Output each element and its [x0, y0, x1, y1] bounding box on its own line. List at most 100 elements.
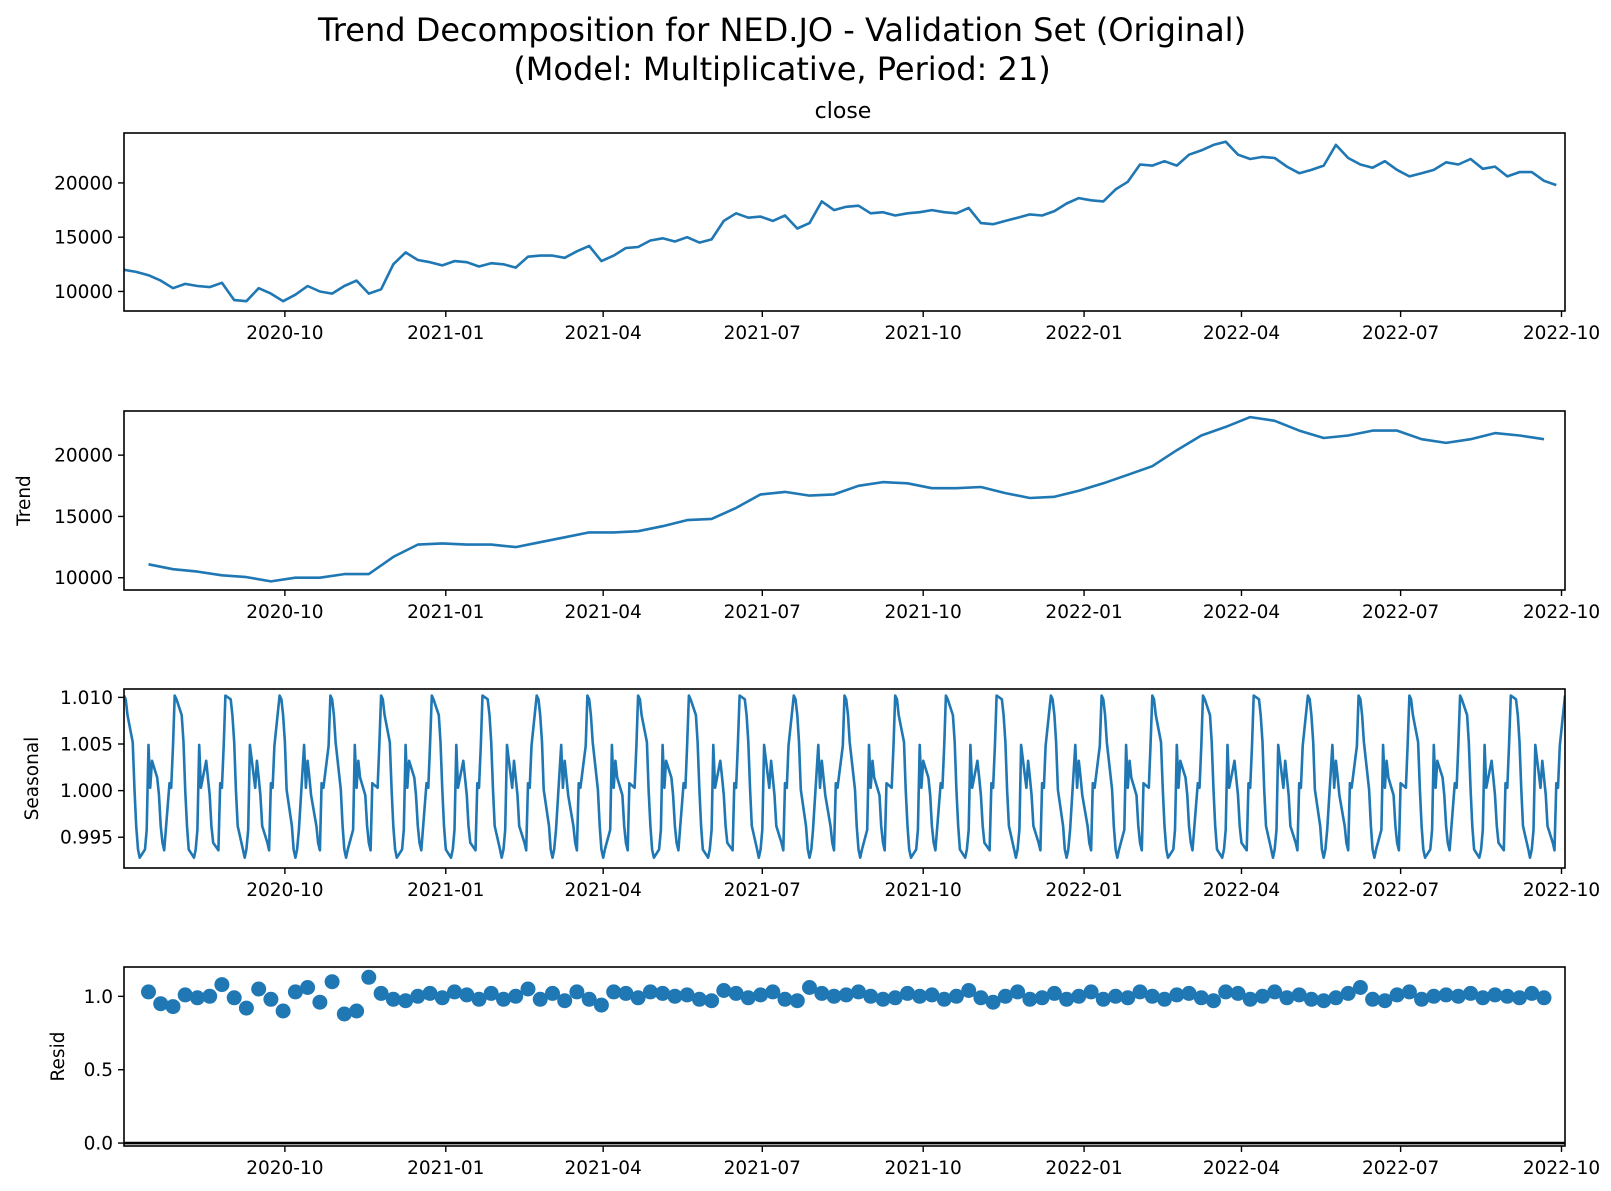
- x-tick-label: 2021-01: [407, 602, 484, 623]
- resid-point: [471, 991, 487, 1007]
- trend-ylabel: Trend: [14, 475, 35, 527]
- resid-point: [1144, 988, 1160, 1004]
- resid-point: [924, 987, 940, 1003]
- x-tick-label: 2021-10: [885, 1158, 962, 1179]
- resid-point: [459, 987, 475, 1003]
- resid-point: [789, 993, 805, 1009]
- x-tick-label: 2022-07: [1362, 1158, 1439, 1179]
- y-tick-label: 10000: [54, 282, 113, 303]
- resid-point: [483, 985, 499, 1001]
- trend-axes-frame: [123, 410, 1566, 591]
- resid-point: [753, 987, 769, 1003]
- resid-point: [961, 983, 977, 998]
- x-tick-label: 2021-04: [565, 602, 642, 623]
- resid-point: [324, 974, 340, 990]
- resid-point: [912, 988, 928, 1004]
- resid-point: [887, 990, 903, 1006]
- resid-point: [1438, 987, 1454, 1003]
- resid-point: [1499, 988, 1515, 1004]
- resid-point: [557, 993, 573, 1009]
- x-tick-label: 2022-01: [1045, 602, 1122, 623]
- x-tick-label: 2020-10: [246, 602, 323, 623]
- resid-point: [275, 1003, 291, 1019]
- x-tick-label: 2021-10: [885, 602, 962, 623]
- x-tick-label: 2021-01: [407, 323, 484, 344]
- resid-point: [838, 987, 854, 1003]
- x-tick-label: 2021-10: [885, 323, 962, 344]
- resid-point: [642, 984, 658, 1000]
- resid-point: [1463, 985, 1479, 1001]
- x-tick-label: 2022-04: [1203, 1158, 1280, 1179]
- seasonal-data-layer: [124, 694, 1565, 860]
- resid-point: [238, 1000, 254, 1016]
- y-tick-label: 20000: [54, 446, 113, 467]
- x-tick-label: 2021-07: [724, 880, 801, 901]
- resid-point: [1193, 990, 1209, 1006]
- close-data-layer: [124, 140, 1557, 303]
- resid-point: [251, 981, 267, 997]
- x-tick-label: 2020-10: [246, 323, 323, 344]
- resid-point: [716, 983, 732, 998]
- x-tick-label: 2022-07: [1362, 323, 1439, 344]
- figure-title-line1: Trend Decomposition for NED.JO - Validat…: [317, 11, 1246, 49]
- x-tick-label: 2022-10: [1523, 880, 1600, 901]
- resid-data-layer: [124, 969, 1565, 1145]
- x-tick-label: 2022-01: [1045, 880, 1122, 901]
- resid-point: [581, 991, 597, 1007]
- resid-point: [1389, 987, 1405, 1003]
- resid-point: [1267, 984, 1283, 1000]
- x-tick-label: 2021-01: [407, 880, 484, 901]
- y-tick-label: 1.0: [84, 987, 113, 1008]
- resid-point: [765, 984, 781, 1000]
- resid-point: [900, 985, 915, 1001]
- x-tick-label: 2021-04: [565, 1158, 642, 1179]
- resid-point: [496, 991, 511, 1007]
- resid-point: [373, 985, 389, 1001]
- resid-point: [1230, 985, 1246, 1001]
- resid-point: [863, 988, 879, 1004]
- x-tick-label: 2022-04: [1203, 880, 1280, 901]
- x-tick-label: 2022-10: [1523, 1158, 1600, 1179]
- resid-point: [300, 980, 316, 995]
- resid-point: [704, 993, 720, 1009]
- resid-point: [1046, 985, 1062, 1001]
- resid-point: [1181, 985, 1197, 1001]
- x-tick-label: 2021-04: [565, 323, 642, 344]
- resid-point: [202, 988, 218, 1004]
- x-tick-label: 2022-07: [1362, 880, 1439, 901]
- resid-point: [1328, 990, 1344, 1006]
- resid-point: [1022, 991, 1038, 1007]
- resid-point: [1401, 984, 1417, 1000]
- resid-point: [545, 985, 560, 1001]
- seasonal-panel: 2020-10 2021-01 2021-04 2021-07 2021-10 2022-…: [22, 688, 1600, 901]
- resid-point: [1059, 991, 1075, 1007]
- y-tick-label: 1.010: [60, 688, 113, 709]
- resid-point: [189, 990, 205, 1006]
- resid-point: [434, 990, 450, 1006]
- seasonal-axes-frame: [123, 688, 1566, 869]
- resid-point: [1426, 988, 1442, 1004]
- resid-point: [1169, 987, 1185, 1003]
- resid-point: [422, 985, 438, 1001]
- resid-point: [361, 969, 377, 985]
- close-panel-title: close: [815, 99, 872, 124]
- y-tick-label: 0.995: [60, 828, 113, 849]
- x-tick-label: 2021-10: [885, 880, 962, 901]
- resid-point: [777, 991, 793, 1007]
- x-tick-label: 2020-10: [246, 1158, 323, 1179]
- resid-point: [1536, 990, 1552, 1006]
- x-tick-label: 2020-10: [246, 880, 323, 901]
- x-tick-label: 2022-01: [1045, 323, 1122, 344]
- trend-data-layer: [148, 415, 1545, 583]
- x-tick-label: 2021-07: [724, 323, 801, 344]
- resid-point: [1316, 993, 1332, 1009]
- resid-point: [655, 985, 671, 1001]
- resid-axes-frame: [123, 966, 1566, 1147]
- y-tick-label: 20000: [54, 173, 113, 194]
- x-tick-label: 2022-04: [1203, 602, 1280, 623]
- resid-point: [1255, 988, 1270, 1004]
- resid-point: [618, 985, 634, 1001]
- y-tick-label: 0.0: [84, 1134, 113, 1155]
- resid-point: [1303, 991, 1319, 1007]
- resid-point: [312, 994, 328, 1010]
